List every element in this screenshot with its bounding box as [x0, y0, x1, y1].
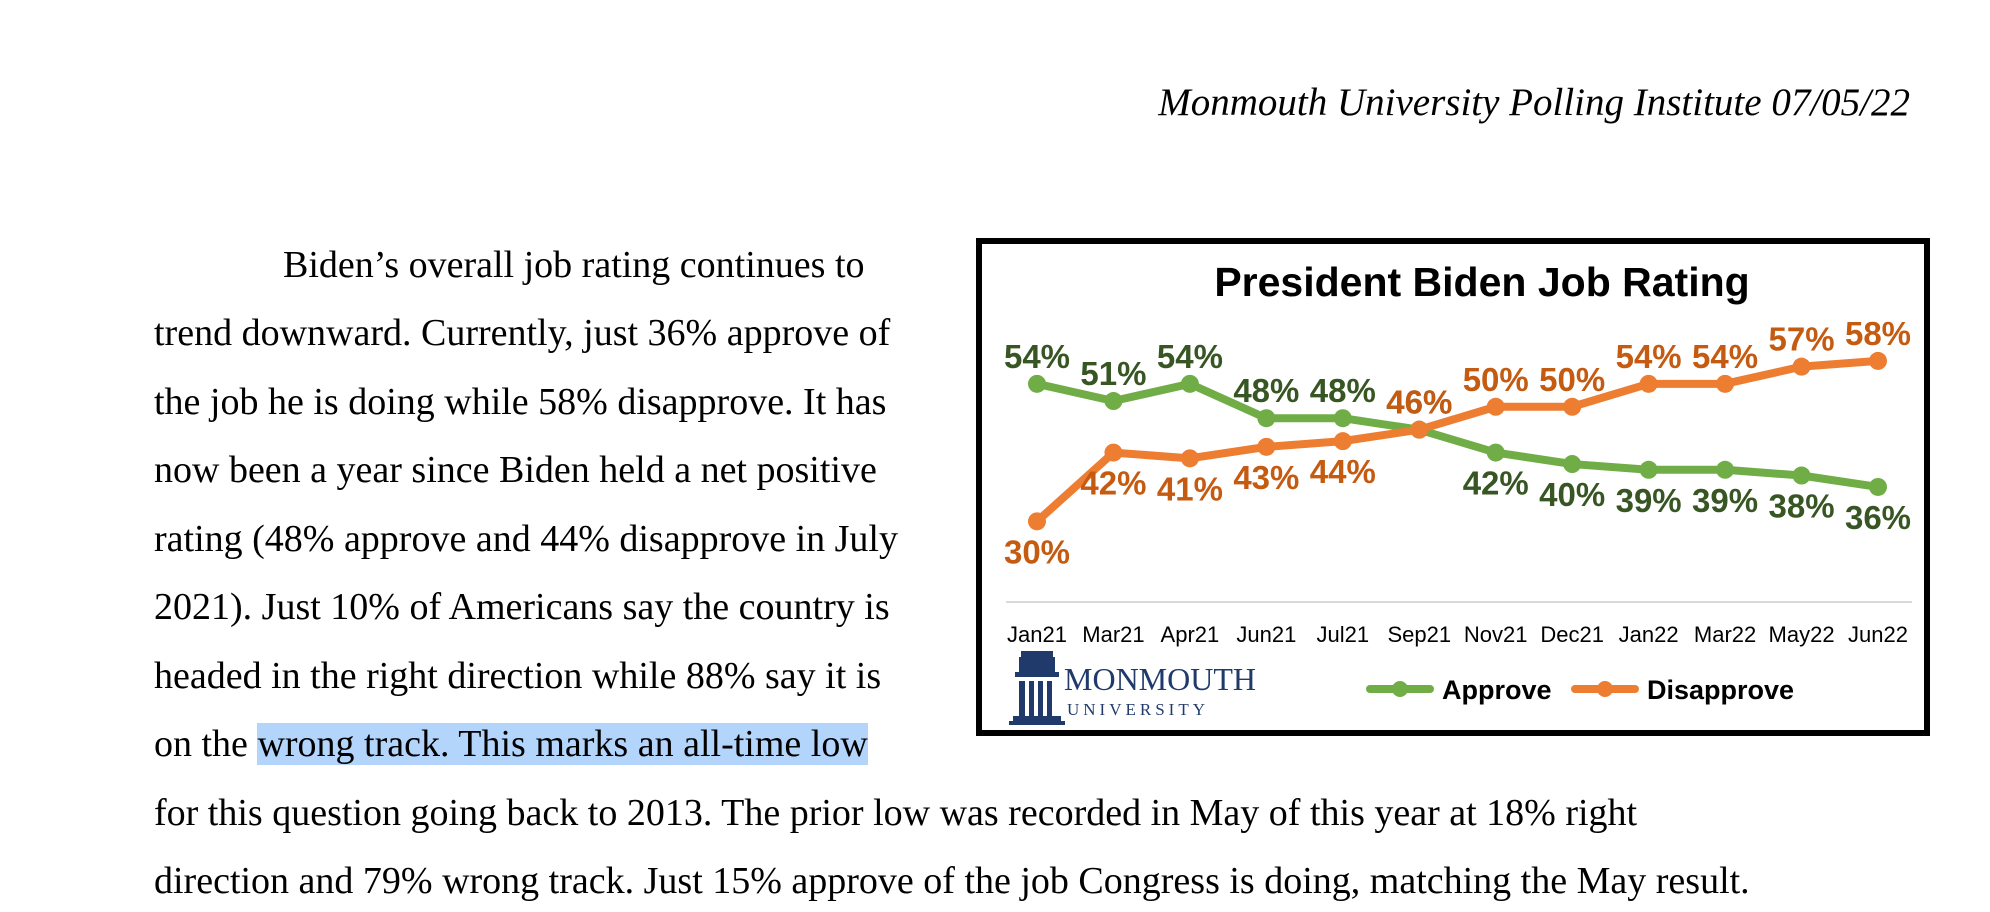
- monmouth-logo: MONMOUTH UNIVERSITY: [1009, 651, 1256, 725]
- point-disapprove-jan21: [1028, 512, 1046, 531]
- legend-label-disapprove: Disapprove: [1647, 675, 1794, 705]
- chart-canvas: President Biden Job Rating 54% 51% 54% 48% 4…: [1004, 259, 1912, 725]
- point-disapprove-mar22: [1716, 374, 1735, 393]
- document-header: Monmouth University Polling Institute 07…: [1158, 81, 1910, 124]
- point-approve-jan21: [1028, 374, 1046, 393]
- selected-text-highlight[interactable]: wrong track. This marks an all-time low: [257, 723, 868, 765]
- series-lines: [1033, 356, 1882, 526]
- tick-label-jul21: Jul21: [1317, 622, 1370, 647]
- data-label-disapprove-jul21: 44%: [1310, 453, 1376, 490]
- data-label-disapprove-jan22: 54%: [1616, 338, 1682, 375]
- tick-label-dec21: Dec21: [1540, 622, 1604, 647]
- data-label-disapprove-sep21: 46%: [1386, 384, 1452, 421]
- data-label-approve-jun21: 48%: [1233, 372, 1299, 409]
- body-line-4: now been a year since Biden held a net p…: [154, 449, 877, 491]
- body-line-6: 2021). Just 10% of Americans say the cou…: [154, 586, 890, 628]
- point-disapprove-mar21: [1104, 443, 1123, 462]
- point-disapprove-jun22: [1869, 351, 1887, 370]
- point-disapprove-nov21: [1486, 397, 1505, 416]
- data-label-approve-jan21: 54%: [1004, 338, 1070, 375]
- point-approve-dec21: [1563, 455, 1582, 474]
- series-points: [1028, 351, 1887, 531]
- logo-name: MONMOUTH: [1064, 661, 1256, 697]
- series-line-approve: [1033, 379, 1882, 491]
- data-label-disapprove-may22: 57%: [1769, 321, 1835, 358]
- body-line-2: trend downward. Currently, just 36% appr…: [154, 312, 891, 354]
- point-approve-apr21: [1180, 374, 1199, 393]
- logo-subtitle: UNIVERSITY: [1067, 700, 1209, 719]
- data-label-disapprove-mar22: 54%: [1692, 338, 1758, 375]
- point-approve-jul21: [1333, 409, 1352, 428]
- tick-label-nov21: Nov21: [1464, 622, 1528, 647]
- legend-marker-approve: [1392, 681, 1408, 697]
- body-line-8-prefix: on the: [154, 723, 258, 765]
- tick-label-apr21: Apr21: [1161, 622, 1220, 647]
- point-disapprove-sep21: [1410, 420, 1429, 439]
- data-label-approve-jan22: 39%: [1616, 482, 1682, 519]
- point-approve-jan22: [1639, 460, 1658, 479]
- data-label-approve-may22: 38%: [1769, 488, 1835, 525]
- job-rating-chart: President Biden Job Rating 54% 51% 54% 48% 4…: [976, 238, 1930, 736]
- point-disapprove-jul21: [1333, 432, 1352, 451]
- tick-label-jan21: Jan21: [1007, 622, 1067, 647]
- chart-title: President Biden Job Rating: [1214, 259, 1749, 305]
- tick-label-may22: May22: [1769, 622, 1835, 647]
- body-line-1: Biden’s overall job rating continues to: [283, 244, 865, 286]
- data-label-approve-nov21: 42%: [1463, 465, 1529, 502]
- data-label-disapprove-mar21: 42%: [1080, 465, 1146, 502]
- tick-label-mar21: Mar21: [1082, 622, 1144, 647]
- body-line-3: the job he is doing while 58% disapprove…: [154, 381, 887, 423]
- data-label-approve-sep21: 46%: [1386, 384, 1452, 421]
- tick-label-jan22: Jan22: [1619, 622, 1679, 647]
- data-label-disapprove-dec21: 50%: [1539, 361, 1605, 398]
- point-disapprove-apr21: [1180, 449, 1199, 468]
- series-line-disapprove: [1033, 356, 1882, 526]
- point-approve-mar21: [1104, 392, 1123, 411]
- point-approve-jun22: [1869, 477, 1887, 496]
- tick-label-jun22: Jun22: [1848, 622, 1908, 647]
- chart-legend: Approve Disapprove: [1366, 675, 1794, 705]
- body-line-7: headed in the right direction while 88% …: [154, 655, 882, 697]
- data-label-approve-apr21: 54%: [1157, 338, 1223, 375]
- point-disapprove-may22: [1792, 357, 1811, 376]
- point-approve-may22: [1792, 466, 1811, 485]
- point-disapprove-dec21: [1563, 397, 1582, 416]
- point-approve-mar22: [1716, 460, 1735, 479]
- data-label-disapprove-jan21: 30%: [1004, 533, 1070, 570]
- legend-marker-disapprove: [1597, 681, 1613, 697]
- body-line-9: for this question going back to 2013. Th…: [154, 792, 1638, 834]
- data-label-approve-mar21: 51%: [1080, 355, 1146, 392]
- point-disapprove-jun21: [1257, 437, 1276, 456]
- tick-label-sep21: Sep21: [1387, 622, 1451, 647]
- data-label-disapprove-nov21: 50%: [1463, 361, 1529, 398]
- legend-label-approve: Approve: [1442, 675, 1552, 705]
- data-label-disapprove-jun21: 43%: [1233, 459, 1299, 496]
- data-label-approve-mar22: 39%: [1692, 482, 1758, 519]
- data-label-approve-jun22: 36%: [1845, 499, 1911, 536]
- body-line-5: rating (48% approve and 44% disapprove i…: [154, 518, 898, 560]
- data-label-disapprove-apr21: 41%: [1157, 470, 1223, 507]
- data-label-disapprove-jun22: 58%: [1845, 315, 1911, 352]
- x-tick-labels: Jan21 Mar21 Apr21 Jun21 Jul21 Sep21 Nov21 Dec21…: [1007, 622, 1908, 647]
- data-labels: 54% 51% 54% 48% 48% 46% 42% 40% 39% 39% 38% 36% 30% 4…: [1004, 315, 1911, 570]
- data-label-approve-dec21: 40%: [1539, 476, 1605, 513]
- building-icon: [1009, 651, 1065, 725]
- point-disapprove-jan22: [1639, 374, 1658, 393]
- tick-label-mar22: Mar22: [1694, 622, 1756, 647]
- tick-label-jun21: Jun21: [1236, 622, 1296, 647]
- data-label-approve-jul21: 48%: [1310, 372, 1376, 409]
- body-line-10: direction and 79% wrong track. Just 15% …: [154, 860, 1750, 902]
- point-approve-nov21: [1486, 443, 1505, 462]
- point-approve-jun21: [1257, 409, 1276, 428]
- body-line-8: on the wrong track. This marks an all-ti…: [154, 720, 868, 768]
